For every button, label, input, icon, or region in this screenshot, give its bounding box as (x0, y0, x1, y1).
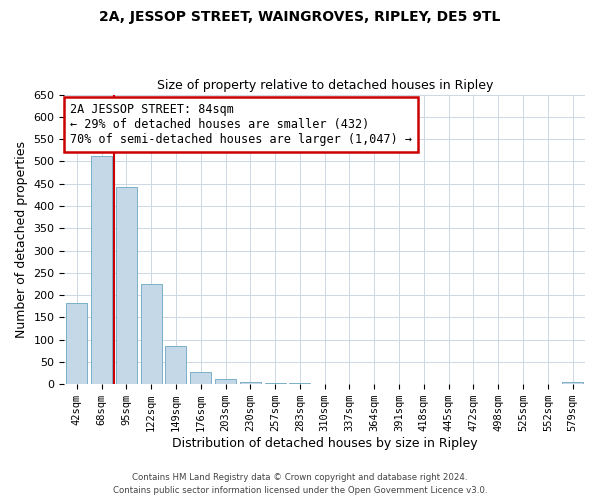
Title: Size of property relative to detached houses in Ripley: Size of property relative to detached ho… (157, 79, 493, 92)
Bar (116, 187, 137, 384)
Bar (66, 302, 88, 384)
Bar (190, 372, 211, 384)
Bar (562, 382, 583, 384)
Bar (140, 284, 162, 384)
Y-axis label: Number of detached properties: Number of detached properties (15, 141, 28, 338)
Bar (240, 382, 261, 384)
Bar (265, 383, 286, 384)
Bar (91, 156, 112, 384)
Bar (215, 379, 236, 384)
Text: Contains HM Land Registry data © Crown copyright and database right 2024.
Contai: Contains HM Land Registry data © Crown c… (113, 474, 487, 495)
Text: 2A, JESSOP STREET, WAINGROVES, RIPLEY, DE5 9TL: 2A, JESSOP STREET, WAINGROVES, RIPLEY, D… (100, 10, 500, 24)
Text: 2A JESSOP STREET: 84sqm
← 29% of detached houses are smaller (432)
70% of semi-d: 2A JESSOP STREET: 84sqm ← 29% of detache… (70, 103, 412, 146)
X-axis label: Distribution of detached houses by size in Ripley: Distribution of detached houses by size … (172, 437, 478, 450)
Bar (166, 346, 187, 384)
